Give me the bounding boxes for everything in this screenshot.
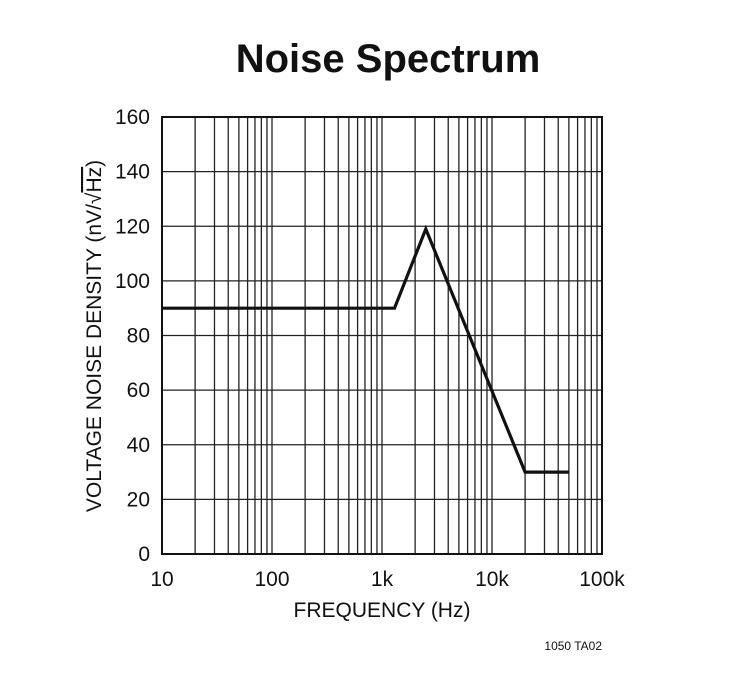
y-tick-label: 80 — [127, 325, 150, 348]
plot-grid — [162, 117, 602, 554]
y-tick-label: 0 — [138, 543, 150, 566]
x-tick-label: 100k — [579, 568, 625, 591]
x-axis-label: FREQUENCY (Hz) — [294, 599, 471, 622]
x-tick-label: 1k — [371, 568, 394, 591]
x-tick-label: 10k — [475, 568, 509, 591]
x-tick-labels: 10 100 1k 10k 100k — [150, 568, 625, 591]
y-tick-label: 40 — [127, 434, 150, 457]
chart-title: Noise Spectrum — [236, 37, 541, 81]
x-tick-label: 100 — [254, 568, 289, 591]
y-tick-label: 20 — [127, 488, 150, 511]
y-axis-label-radical: √ — [83, 192, 106, 204]
y-axis-label: VOLTAGE NOISE DENSITY (nV/√Hz) — [83, 160, 106, 512]
x-tick-label: 10 — [150, 568, 173, 591]
y-tick-label: 120 — [115, 215, 150, 238]
y-tick-label: 140 — [115, 161, 150, 184]
series-line — [162, 224, 569, 474]
y-tick-label: 60 — [127, 379, 150, 402]
y-tick-labels: 0 20 40 60 80 100 120 140 160 — [115, 106, 150, 566]
y-axis-label-main: VOLTAGE NOISE DENSITY (nV/ — [83, 204, 106, 512]
y-tick-label: 160 — [115, 106, 150, 129]
y-axis-label-close: ) — [83, 160, 106, 167]
plot-frame — [161, 116, 603, 555]
y-tick-label: 100 — [115, 270, 150, 293]
y-axis-label-radicand: Hz — [83, 167, 106, 193]
figure-code: 1050 TA02 — [544, 639, 602, 653]
